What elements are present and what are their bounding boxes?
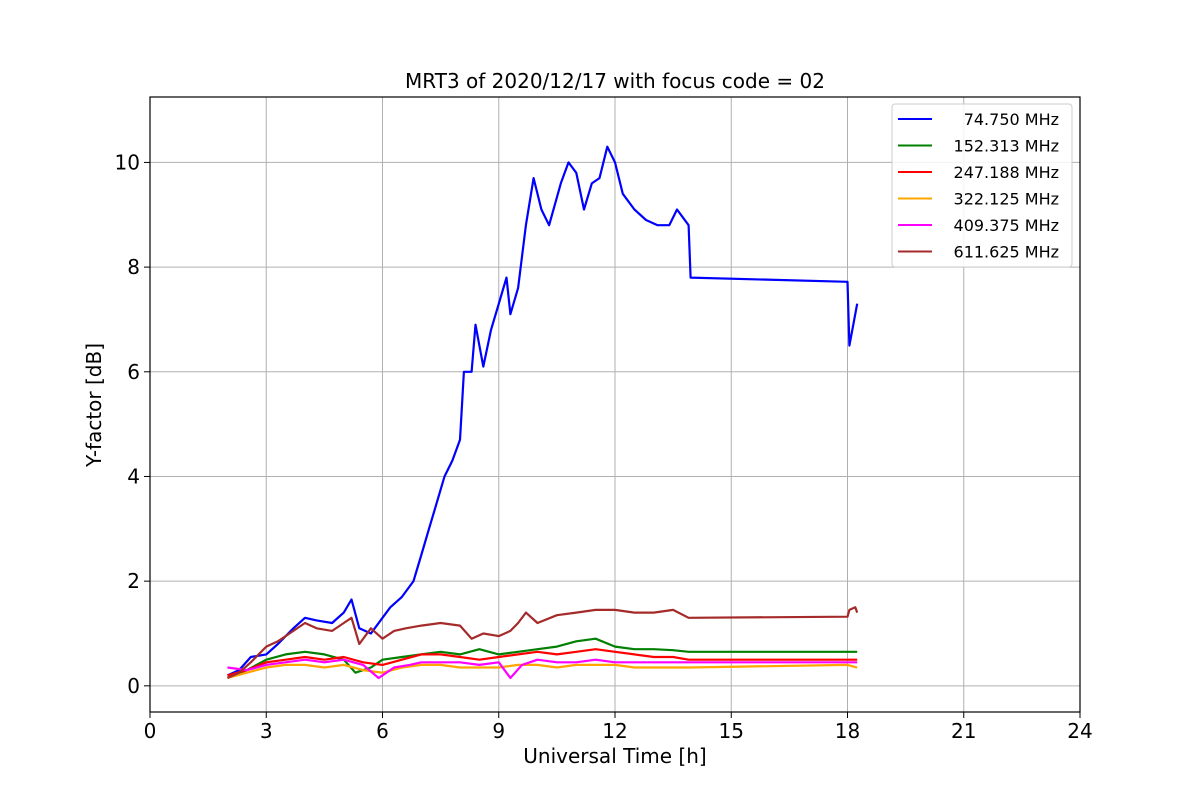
series-line-5 [227, 658, 858, 680]
series-line-1 [227, 145, 859, 677]
series-line-6 [227, 606, 859, 680]
y-tick-label: 2 [127, 569, 140, 593]
x-axis-label: Universal Time [h] [523, 744, 706, 768]
legend-box [891, 103, 1073, 268]
legend-label-6: 611.625 MHz [954, 243, 1059, 262]
legend-label-1: 74.750 MHz [964, 110, 1059, 129]
x-tick-label: 0 [144, 719, 157, 743]
y-tick-label: 10 [115, 150, 140, 174]
x-tick-label: 21 [951, 719, 976, 743]
y-axis: 0 2 4 6 8 10 [115, 150, 150, 698]
legend: 74.750 MHz 152.313 MHz 247.188 MHz 322.125 … [891, 103, 1073, 268]
legend-label-2: 152.313 MHz [954, 137, 1059, 156]
legend-label-4: 322.125 MHz [954, 190, 1059, 209]
legend-label-5: 409.375 MHz [954, 216, 1059, 235]
series-lines [227, 145, 859, 680]
x-tick-label: 24 [1067, 719, 1092, 743]
chart-title: MRT3 of 2020/12/17 with focus code = 02 [405, 69, 825, 93]
y-tick-label: 8 [127, 255, 140, 279]
y-tick-label: 4 [127, 464, 140, 488]
x-axis: 0 3 6 9 12 15 18 21 24 [144, 712, 1093, 743]
y-tick-label: 0 [127, 674, 140, 698]
x-tick-label: 3 [260, 719, 273, 743]
x-tick-label: 18 [835, 719, 860, 743]
series-line-2 [227, 637, 858, 680]
legend-label-3: 247.188 MHz [954, 163, 1059, 182]
series-line-3 [227, 648, 858, 677]
x-tick-label: 6 [376, 719, 389, 743]
x-tick-label: 9 [492, 719, 505, 743]
y-axis-label: Y-factor [dB] [82, 343, 106, 468]
y-tick-label: 6 [127, 360, 140, 384]
x-tick-label: 15 [719, 719, 744, 743]
x-tick-label: 12 [602, 719, 627, 743]
series-line-4 [227, 663, 858, 680]
